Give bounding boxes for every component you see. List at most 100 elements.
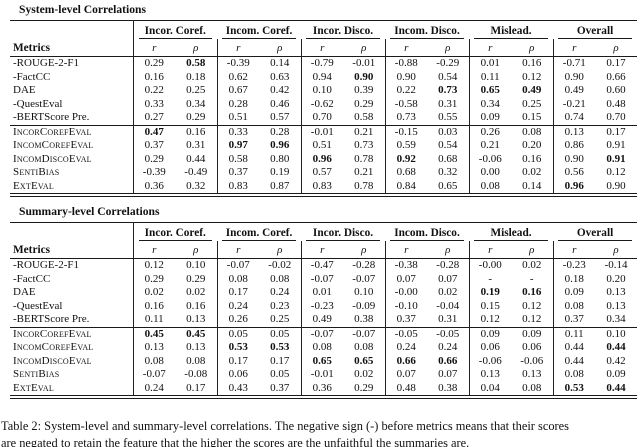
correlation-value-cell: 0.78	[354, 152, 374, 165]
correlation-value-cell: 0.17	[216, 354, 259, 368]
correlation-value-cell: 0.66	[384, 354, 427, 368]
correlation-value-cell: 0.24	[384, 341, 427, 355]
subcol-header-r: r	[552, 241, 596, 259]
correlation-value-cell: 0.02	[132, 286, 175, 300]
caption-line-2: are negated to retain the feature that t…	[1, 436, 470, 447]
metric-name-cell: IncorCorefEval	[10, 125, 134, 139]
section-title-system: System-level Correlations	[19, 3, 146, 16]
correlation-value-cell: -0.10	[384, 299, 427, 313]
subcol-header-rho: ρ	[175, 241, 217, 259]
correlation-value-cell: 0.07	[384, 368, 427, 382]
correlation-value-cell: 0.44	[606, 341, 626, 353]
correlation-value-cell: 0.90	[354, 70, 374, 83]
metric-name-cell: IncomCorefEval	[10, 341, 134, 355]
correlation-value-cell: 0.94	[300, 70, 343, 84]
subcol-header-r: r	[132, 241, 175, 259]
correlation-value-cell: 0.60	[606, 84, 626, 96]
caption-line-1: Table 2: System-level and summary-level …	[1, 419, 569, 433]
correlation-value-cell: 0.65	[300, 354, 343, 368]
correlation-value-cell: 0.90	[606, 179, 626, 192]
correlation-value-cell: 0.56	[552, 166, 596, 180]
correlation-value-cell: 0.06	[522, 341, 542, 353]
summary-correlation-table: Incor. Coref. Incom. Coref. Incor. Disco. I…	[10, 222, 638, 399]
subcol-header-r: r	[384, 241, 427, 259]
correlation-value-cell: 0.16	[186, 125, 206, 138]
correlation-value-cell: 0.10	[186, 259, 206, 271]
system-correlation-table: Incor. Coref. Incom. Coref. Incor. Disco. I…	[10, 20, 638, 197]
column-group-header: Overall	[553, 21, 637, 39]
correlation-value-cell: 0.49	[552, 84, 596, 98]
correlation-value-cell: -0.15	[384, 125, 427, 139]
table-row: -QuestEval 0.33 0.34 0.28 0.46 -0.62 0.29 -0.58…	[10, 97, 637, 111]
correlation-value-cell: 0.80	[270, 152, 290, 165]
correlation-value-cell: 0.08	[300, 341, 343, 355]
correlation-value-cell: 0.91	[606, 152, 626, 165]
group-header-row: Incor. Coref. Incom. Coref. Incor. Disco. I…	[10, 222, 637, 241]
column-group-header: Mislead.	[469, 223, 553, 241]
correlation-value-cell: 0.21	[468, 139, 511, 153]
correlation-value-cell: 0.08	[522, 125, 542, 138]
correlation-value-cell: 0.48	[606, 97, 626, 110]
table-row: -FactCC 0.29 0.29 0.08 0.08 -0.07 -0.07 0.07 0.0…	[10, 272, 637, 286]
correlation-value-cell: 0.11	[552, 327, 596, 341]
subcol-header-r: r	[552, 39, 596, 57]
correlation-value-cell: 0.68	[438, 152, 458, 165]
correlation-value-cell: 0.70	[606, 111, 626, 123]
correlation-value-cell: 0.12	[522, 70, 542, 83]
correlation-value-cell: 0.16	[132, 70, 175, 84]
correlation-value-cell: 0.96	[270, 139, 290, 151]
correlation-value-cell: 0.34	[606, 313, 626, 325]
subcol-header-r: r	[300, 241, 343, 259]
correlation-value-cell: 0.08	[552, 368, 596, 382]
correlation-value-cell: 0.58	[216, 152, 259, 166]
correlation-value-cell: 0.10	[354, 286, 374, 298]
correlation-value-cell: 0.58	[186, 57, 206, 69]
correlation-value-cell: 0.12	[522, 299, 542, 312]
correlation-value-cell: -0.28	[436, 259, 460, 271]
correlation-value-cell: 0.12	[522, 313, 542, 325]
correlation-value-cell: 0.19	[270, 166, 290, 178]
correlation-value-cell: 0.49	[300, 313, 343, 327]
correlation-value-cell: 0.12	[468, 313, 511, 327]
correlation-value-cell: 0.92	[384, 152, 427, 166]
column-group-label: Mislead.	[474, 25, 549, 39]
correlation-value-cell: 0.05	[270, 368, 290, 380]
correlation-value-cell: 0.25	[186, 84, 206, 96]
correlation-value-cell: -0.07	[352, 327, 376, 340]
metric-name-cell: -BERTScore Pre.	[10, 111, 134, 125]
metric-name-cell: IncorCorefEval	[10, 327, 134, 341]
correlation-value-cell: -0.01	[352, 57, 376, 69]
correlation-value-cell: 0.12	[132, 258, 175, 273]
correlation-value-cell: 0.09	[552, 286, 596, 300]
correlation-value-cell: 0.18	[186, 70, 206, 83]
correlation-value-cell: 0.37	[552, 313, 596, 327]
correlation-value-cell: 0.27	[132, 111, 175, 125]
correlation-value-cell: 0.37	[384, 313, 427, 327]
correlation-value-cell: 0.24	[132, 381, 175, 397]
correlation-value-cell: 0.05	[270, 327, 290, 340]
metric-block-0: -ROUGE-2-F1 0.12 0.10 -0.07 -0.02 -0.47 -0.28-…	[10, 258, 638, 327]
correlation-value-cell: 0.37	[270, 381, 290, 394]
correlation-value-cell: 0.44	[606, 381, 626, 394]
correlation-value-cell: 0.21	[354, 125, 374, 138]
correlation-value-cell: 0.74	[552, 111, 596, 125]
subcol-header-rho: ρ	[259, 241, 301, 259]
correlation-value-cell: -0.07	[352, 272, 376, 285]
correlation-value-cell: 0.09	[606, 368, 626, 380]
correlation-value-cell: 0.44	[186, 152, 206, 165]
table-row: ExtEval 0.36 0.32 0.83 0.87 0.83 0.78 0.84 0.65 0…	[10, 179, 637, 195]
correlation-value-cell: 0.25	[522, 97, 542, 110]
correlation-value-cell: 0.31	[186, 139, 206, 151]
correlation-value-cell: 0.68	[384, 166, 427, 180]
correlation-value-cell: 0.02	[522, 166, 542, 178]
correlation-value-cell: 0.51	[216, 111, 259, 125]
correlation-value-cell: 0.26	[468, 125, 511, 139]
correlation-value-cell: 0.08	[132, 354, 175, 368]
correlation-value-cell: 0.38	[438, 381, 458, 394]
correlation-value-cell: -0.79	[300, 56, 343, 71]
correlation-value-cell: 0.20	[522, 139, 542, 151]
correlation-value-cell: -0.29	[436, 57, 460, 69]
correlation-value-cell: 0.90	[552, 152, 596, 166]
correlation-value-cell: 0.18	[552, 272, 596, 286]
correlation-value-cell: -0.39	[132, 166, 175, 180]
